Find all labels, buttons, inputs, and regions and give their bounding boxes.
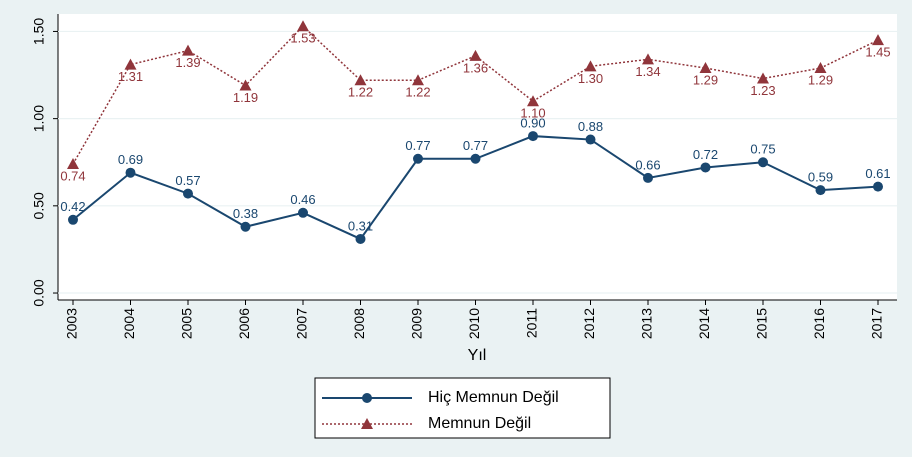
value-label: 0.66 (635, 157, 660, 172)
point (297, 20, 309, 32)
value-label: 0.75 (750, 142, 775, 157)
point (239, 79, 252, 91)
legend-label: Memnun Değil (428, 415, 531, 432)
x-tick-label: 2012 (581, 308, 597, 339)
point (814, 62, 827, 74)
point (527, 95, 539, 107)
value-label: 1.19 (233, 90, 258, 105)
point (700, 162, 711, 173)
x-tick-label: 2009 (409, 308, 425, 339)
point (67, 157, 79, 169)
x-tick-label: 2005 (179, 308, 195, 339)
x-tick-label: 2015 (754, 308, 770, 339)
legend-label: Hiç Memnun Değil (428, 389, 559, 406)
point (182, 44, 194, 56)
value-label: 0.74 (60, 168, 85, 183)
point (815, 185, 826, 196)
x-tick-label: 2007 (294, 308, 310, 339)
point (68, 214, 78, 225)
x-tick-label: 2003 (64, 308, 80, 339)
point (585, 134, 596, 145)
y-tick-label: 0.50 (31, 192, 47, 219)
value-label: 0.59 (808, 170, 833, 185)
value-label: 1.22 (405, 85, 430, 100)
value-label: 1.23 (750, 83, 775, 98)
point (354, 74, 367, 86)
x-tick-label: 2017 (869, 308, 885, 339)
point (758, 157, 768, 168)
legend-marker (361, 418, 373, 429)
x-tick-label: 2014 (696, 308, 712, 339)
x-tick-label: 2016 (811, 308, 827, 339)
point (413, 153, 423, 164)
value-label: 1.10 (520, 106, 545, 121)
point (125, 167, 136, 178)
value-label: 0.69 (118, 152, 143, 167)
value-label: 0.77 (405, 138, 430, 153)
point (183, 188, 193, 199)
point (643, 172, 653, 183)
value-label: 0.61 (865, 166, 890, 181)
point (298, 207, 308, 218)
y-tick-label: 1.00 (31, 105, 47, 132)
value-label: 0.57 (175, 173, 200, 188)
value-label: 0.77 (463, 138, 488, 153)
point (642, 53, 654, 65)
value-label: 1.22 (348, 85, 373, 100)
x-tick-label: 2006 (236, 308, 252, 339)
point (240, 221, 251, 232)
point (528, 131, 538, 142)
legend-marker (362, 393, 372, 403)
value-label: 0.90 (520, 116, 545, 131)
value-label: 1.30 (578, 71, 603, 86)
value-label: 0.46 (290, 192, 315, 207)
x-tick-label: 2004 (121, 308, 137, 339)
value-label: 1.29 (693, 72, 718, 87)
x-tick-label: 2010 (466, 308, 482, 339)
x-tick-label: 2013 (639, 308, 655, 339)
x-tick-label: 2011 (524, 308, 540, 338)
value-label: 1.29 (808, 72, 833, 87)
value-label: 0.42 (60, 199, 85, 214)
point (872, 34, 884, 46)
value-label: 1.31 (118, 69, 143, 84)
value-label: 1.36 (463, 60, 488, 75)
y-tick-label: 0.00 (31, 279, 47, 306)
value-label: 1.39 (175, 55, 200, 70)
value-label: 0.31 (348, 218, 373, 233)
point (873, 181, 883, 192)
value-label: 0.72 (693, 147, 718, 162)
point (412, 74, 424, 86)
value-label: 1.34 (635, 64, 660, 79)
series-line (72, 25, 879, 165)
point (124, 58, 137, 70)
value-label: 0.88 (578, 119, 603, 134)
point (699, 62, 712, 74)
point (355, 233, 366, 244)
value-label: 1.45 (865, 45, 890, 60)
point (757, 72, 769, 84)
value-label: 1.53 (290, 31, 315, 46)
value-label: 0.38 (233, 206, 258, 221)
point (584, 60, 597, 72)
x-axis-label: Yıl (468, 347, 487, 364)
y-tick-label: 1.50 (31, 18, 47, 45)
x-tick-label: 2008 (351, 308, 367, 339)
point (469, 49, 482, 61)
point (470, 153, 481, 164)
